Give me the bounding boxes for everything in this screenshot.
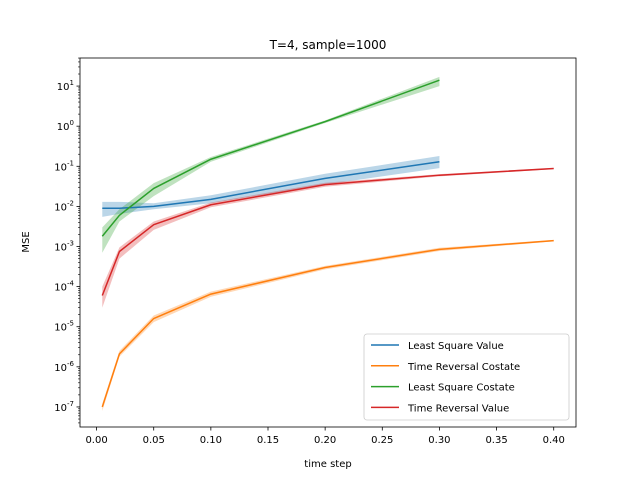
x-tick-label: 0.10 bbox=[200, 435, 222, 446]
y-axis-label: MSE bbox=[21, 231, 32, 252]
x-tick-label: 0.40 bbox=[543, 435, 565, 446]
series-line-3 bbox=[101, 167, 554, 296]
plot-frame bbox=[79, 57, 577, 428]
chart-title: T=4, sample=1000 bbox=[269, 38, 387, 52]
legend: Least Square Value Time Reversal Costate L… bbox=[363, 333, 570, 421]
series-line-0 bbox=[102, 160, 440, 209]
series-band-3 bbox=[102, 167, 554, 308]
legend-label: Least Square Costate bbox=[408, 383, 515, 394]
x-tick-label: 0.35 bbox=[485, 435, 507, 446]
x-tick-label: 0.00 bbox=[85, 435, 107, 446]
series-lines bbox=[101, 79, 554, 408]
x-tick-label: 0.05 bbox=[143, 435, 165, 446]
legend-label: Least Square Value bbox=[408, 341, 504, 352]
x-tick-label: 0.30 bbox=[428, 435, 450, 446]
x-tick-label: 0.20 bbox=[314, 435, 336, 446]
series-line-1 bbox=[101, 239, 554, 408]
x-axis-label: time step bbox=[304, 459, 351, 470]
series-band-2 bbox=[102, 76, 440, 253]
legend-box bbox=[363, 333, 570, 421]
legend-label: Time Reversal Costate bbox=[407, 362, 520, 373]
x-tick-label: 0.15 bbox=[257, 435, 279, 446]
x-tick-label: 0.25 bbox=[371, 435, 393, 446]
series-line-2 bbox=[101, 79, 440, 237]
legend-label: Time Reversal Value bbox=[407, 403, 509, 414]
x-axis-ticks: 0.00 0.05 0.10 0.15 0.20 0.25 0.30 0.35 0.40 bbox=[85, 427, 565, 446]
